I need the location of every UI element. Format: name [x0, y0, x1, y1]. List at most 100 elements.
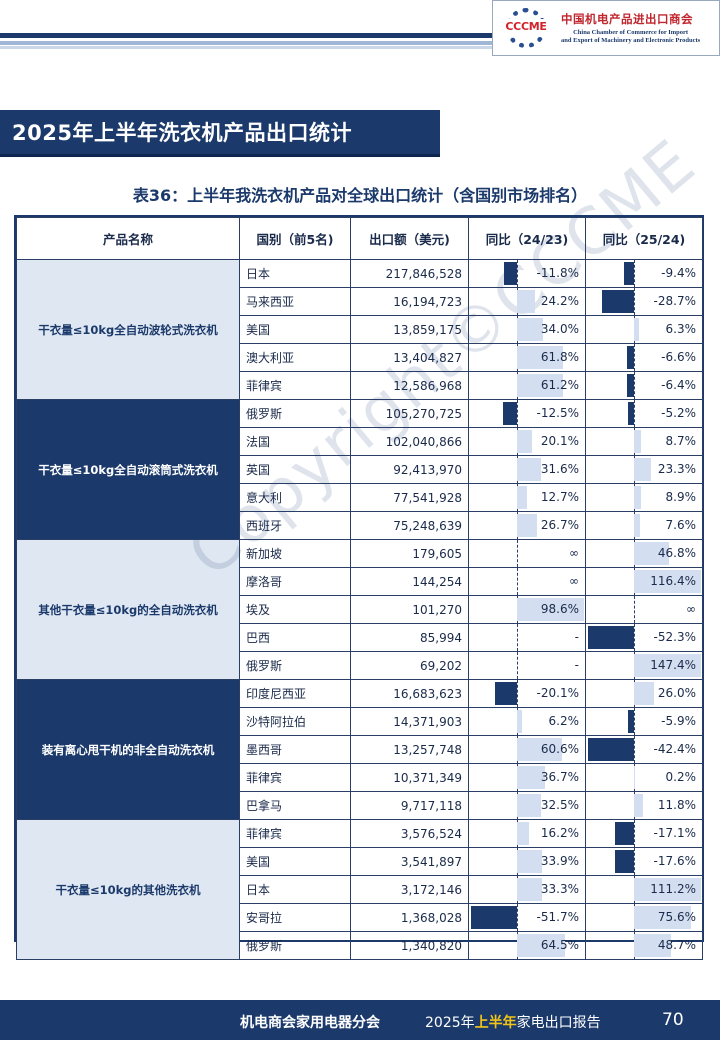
- product-group-name: 干衣量≤10kg全自动滚筒式洗衣机: [16, 399, 240, 540]
- change-value: -11.8%: [536, 266, 579, 280]
- country-cell: 西班牙: [239, 511, 351, 540]
- yoy-25-24-cell: 116.4%: [585, 567, 703, 596]
- negative-change-bar: [494, 682, 517, 705]
- change-value: -9.4%: [661, 266, 696, 280]
- positive-change-bar: [634, 318, 639, 341]
- country-cell: 埃及: [239, 595, 351, 624]
- positive-change-bar: [634, 430, 641, 453]
- positive-change-bar: [517, 374, 563, 397]
- country-cell: 菲律宾: [239, 819, 351, 848]
- table-row: 马来西亚 16,194,723 24.2% -28.7%: [17, 287, 703, 316]
- cccme-logo-mark: CCCME: [497, 5, 555, 51]
- export-amount-cell: 179,605: [350, 539, 469, 568]
- table-row: 装有离心甩干机的非全自动洗衣机 印度尼西亚 16,683,623 -20.1% 26.0…: [16, 679, 703, 820]
- positive-change-bar: [634, 682, 654, 705]
- country-cell: 巴西: [239, 623, 351, 652]
- yoy-24-23-cell: -20.1%: [468, 679, 586, 708]
- positive-change-bar: [634, 878, 701, 901]
- product-group-name: 干衣量≤10kg全自动波轮式洗衣机: [16, 259, 240, 400]
- change-value: 23.3%: [657, 462, 696, 476]
- export-amount-cell: 1,340,820: [350, 931, 469, 960]
- yoy-24-23-cell: ∞: [468, 539, 586, 568]
- positive-change-bar: [517, 822, 530, 845]
- positive-change-bar: [517, 878, 542, 901]
- change-value: -5.2%: [661, 406, 696, 420]
- zero-axis-line: [634, 400, 635, 427]
- org-logo: CCCME 中国机电产品进出口商会 China Chamber of Comme…: [492, 0, 720, 56]
- export-amount-cell: 3,172,146: [350, 875, 469, 904]
- yoy-24-23-cell: 26.7%: [468, 511, 586, 540]
- table-row: 菲律宾 10,371,349 36.7% 0.2%: [17, 763, 703, 792]
- yoy-25-24-cell: 0.2%: [585, 763, 703, 792]
- yoy-25-24-cell: -5.9%: [585, 707, 703, 736]
- country-cell: 意大利: [239, 483, 351, 512]
- table-title: 表36：上半年我洗衣机产品对全球出口统计（含国别市场排名）: [132, 186, 588, 205]
- export-amount-cell: 9,717,118: [350, 791, 469, 820]
- country-cell: 日本: [239, 875, 351, 904]
- product-group-name: 其他干衣量≤10kg的全自动洗衣机: [16, 539, 240, 680]
- export-amount-cell: 85,994: [350, 623, 469, 652]
- yoy-25-24-cell: 111.2%: [585, 875, 703, 904]
- zero-axis-line: [634, 820, 635, 847]
- positive-change-bar: [517, 318, 543, 341]
- positive-change-bar: [634, 934, 671, 957]
- change-value: 64.5%: [540, 938, 579, 952]
- positive-change-bar: [517, 430, 533, 453]
- change-value: 75.6%: [657, 910, 696, 924]
- table-row: 干衣量≤10kg全自动滚筒式洗衣机 俄罗斯 105,270,725 -12.5% -5.…: [16, 399, 703, 540]
- country-cell: 美国: [239, 847, 351, 876]
- yoy-25-24-cell: 48.7%: [585, 931, 703, 960]
- yoy-24-23-cell: 16.2%: [468, 819, 586, 848]
- change-value: 20.1%: [540, 434, 579, 448]
- yoy-24-23-cell: 61.8%: [468, 343, 586, 372]
- negative-change-bar: [471, 906, 517, 929]
- change-value: -6.4%: [661, 378, 696, 392]
- country-cell: 菲律宾: [239, 371, 351, 400]
- change-value: -: [574, 630, 579, 644]
- zero-axis-line: [634, 260, 635, 287]
- table-row: 墨西哥 13,257,748 60.6% -42.4%: [17, 735, 703, 764]
- country-cell: 英国: [239, 455, 351, 484]
- col-header-country: 国别（前5名): [239, 217, 351, 260]
- change-value: 11.8%: [657, 798, 696, 812]
- country-cell: 巴拿马: [239, 791, 351, 820]
- positive-change-bar: [517, 766, 545, 789]
- change-value: 36.7%: [540, 770, 579, 784]
- change-value: 61.2%: [540, 378, 579, 392]
- change-value: 7.6%: [665, 518, 697, 532]
- table-row: 西班牙 75,248,639 26.7% 7.6%: [17, 511, 703, 540]
- zero-axis-line: [634, 344, 635, 371]
- negative-change-bar: [614, 850, 634, 873]
- table-row: 沙特阿拉伯 14,371,903 6.2% -5.9%: [17, 707, 703, 736]
- zero-axis-line: [634, 372, 635, 399]
- yoy-24-23-cell: 98.6%: [468, 595, 586, 624]
- positive-change-bar: [634, 654, 701, 677]
- export-amount-cell: 105,270,725: [350, 399, 469, 428]
- country-cell: 俄罗斯: [239, 651, 351, 680]
- zero-axis-line: [634, 596, 635, 623]
- footer-report-highlight: 上半年: [474, 1015, 517, 1031]
- positive-change-bar: [517, 346, 564, 369]
- table-row: 英国 92,413,970 31.6% 23.3%: [17, 455, 703, 484]
- yoy-24-23-cell: 61.2%: [468, 371, 586, 400]
- col-header-product: 产品名称: [16, 217, 240, 260]
- product-group-name: 干衣量≤10kg的其他洗衣机: [16, 819, 240, 960]
- country-cell: 日本: [239, 259, 351, 288]
- table-row: 法国 102,040,866 20.1% 8.7%: [17, 427, 703, 456]
- export-amount-cell: 69,202: [350, 651, 469, 680]
- yoy-25-24-cell: -9.4%: [585, 259, 703, 288]
- export-amount-cell: 16,194,723: [350, 287, 469, 316]
- export-amount-cell: 77,541,928: [350, 483, 469, 512]
- zero-axis-line: [517, 540, 518, 567]
- yoy-24-23-cell: 6.2%: [468, 707, 586, 736]
- country-cell: 澳大利亚: [239, 343, 351, 372]
- table-row: 干衣量≤10kg全自动波轮式洗衣机 日本 217,846,528 -11.8% -9.4…: [16, 259, 703, 400]
- table-row: 埃及 101,270 98.6% ∞: [17, 595, 703, 624]
- footer-report-suffix: 家电出口报告: [516, 1015, 601, 1031]
- change-value: -51.7%: [536, 910, 579, 924]
- change-value: 6.3%: [665, 322, 697, 336]
- table-row: 日本 3,172,146 33.3% 111.2%: [17, 875, 703, 904]
- yoy-25-24-cell: -17.6%: [585, 847, 703, 876]
- export-amount-cell: 13,257,748: [350, 735, 469, 764]
- negative-change-bar: [623, 262, 634, 285]
